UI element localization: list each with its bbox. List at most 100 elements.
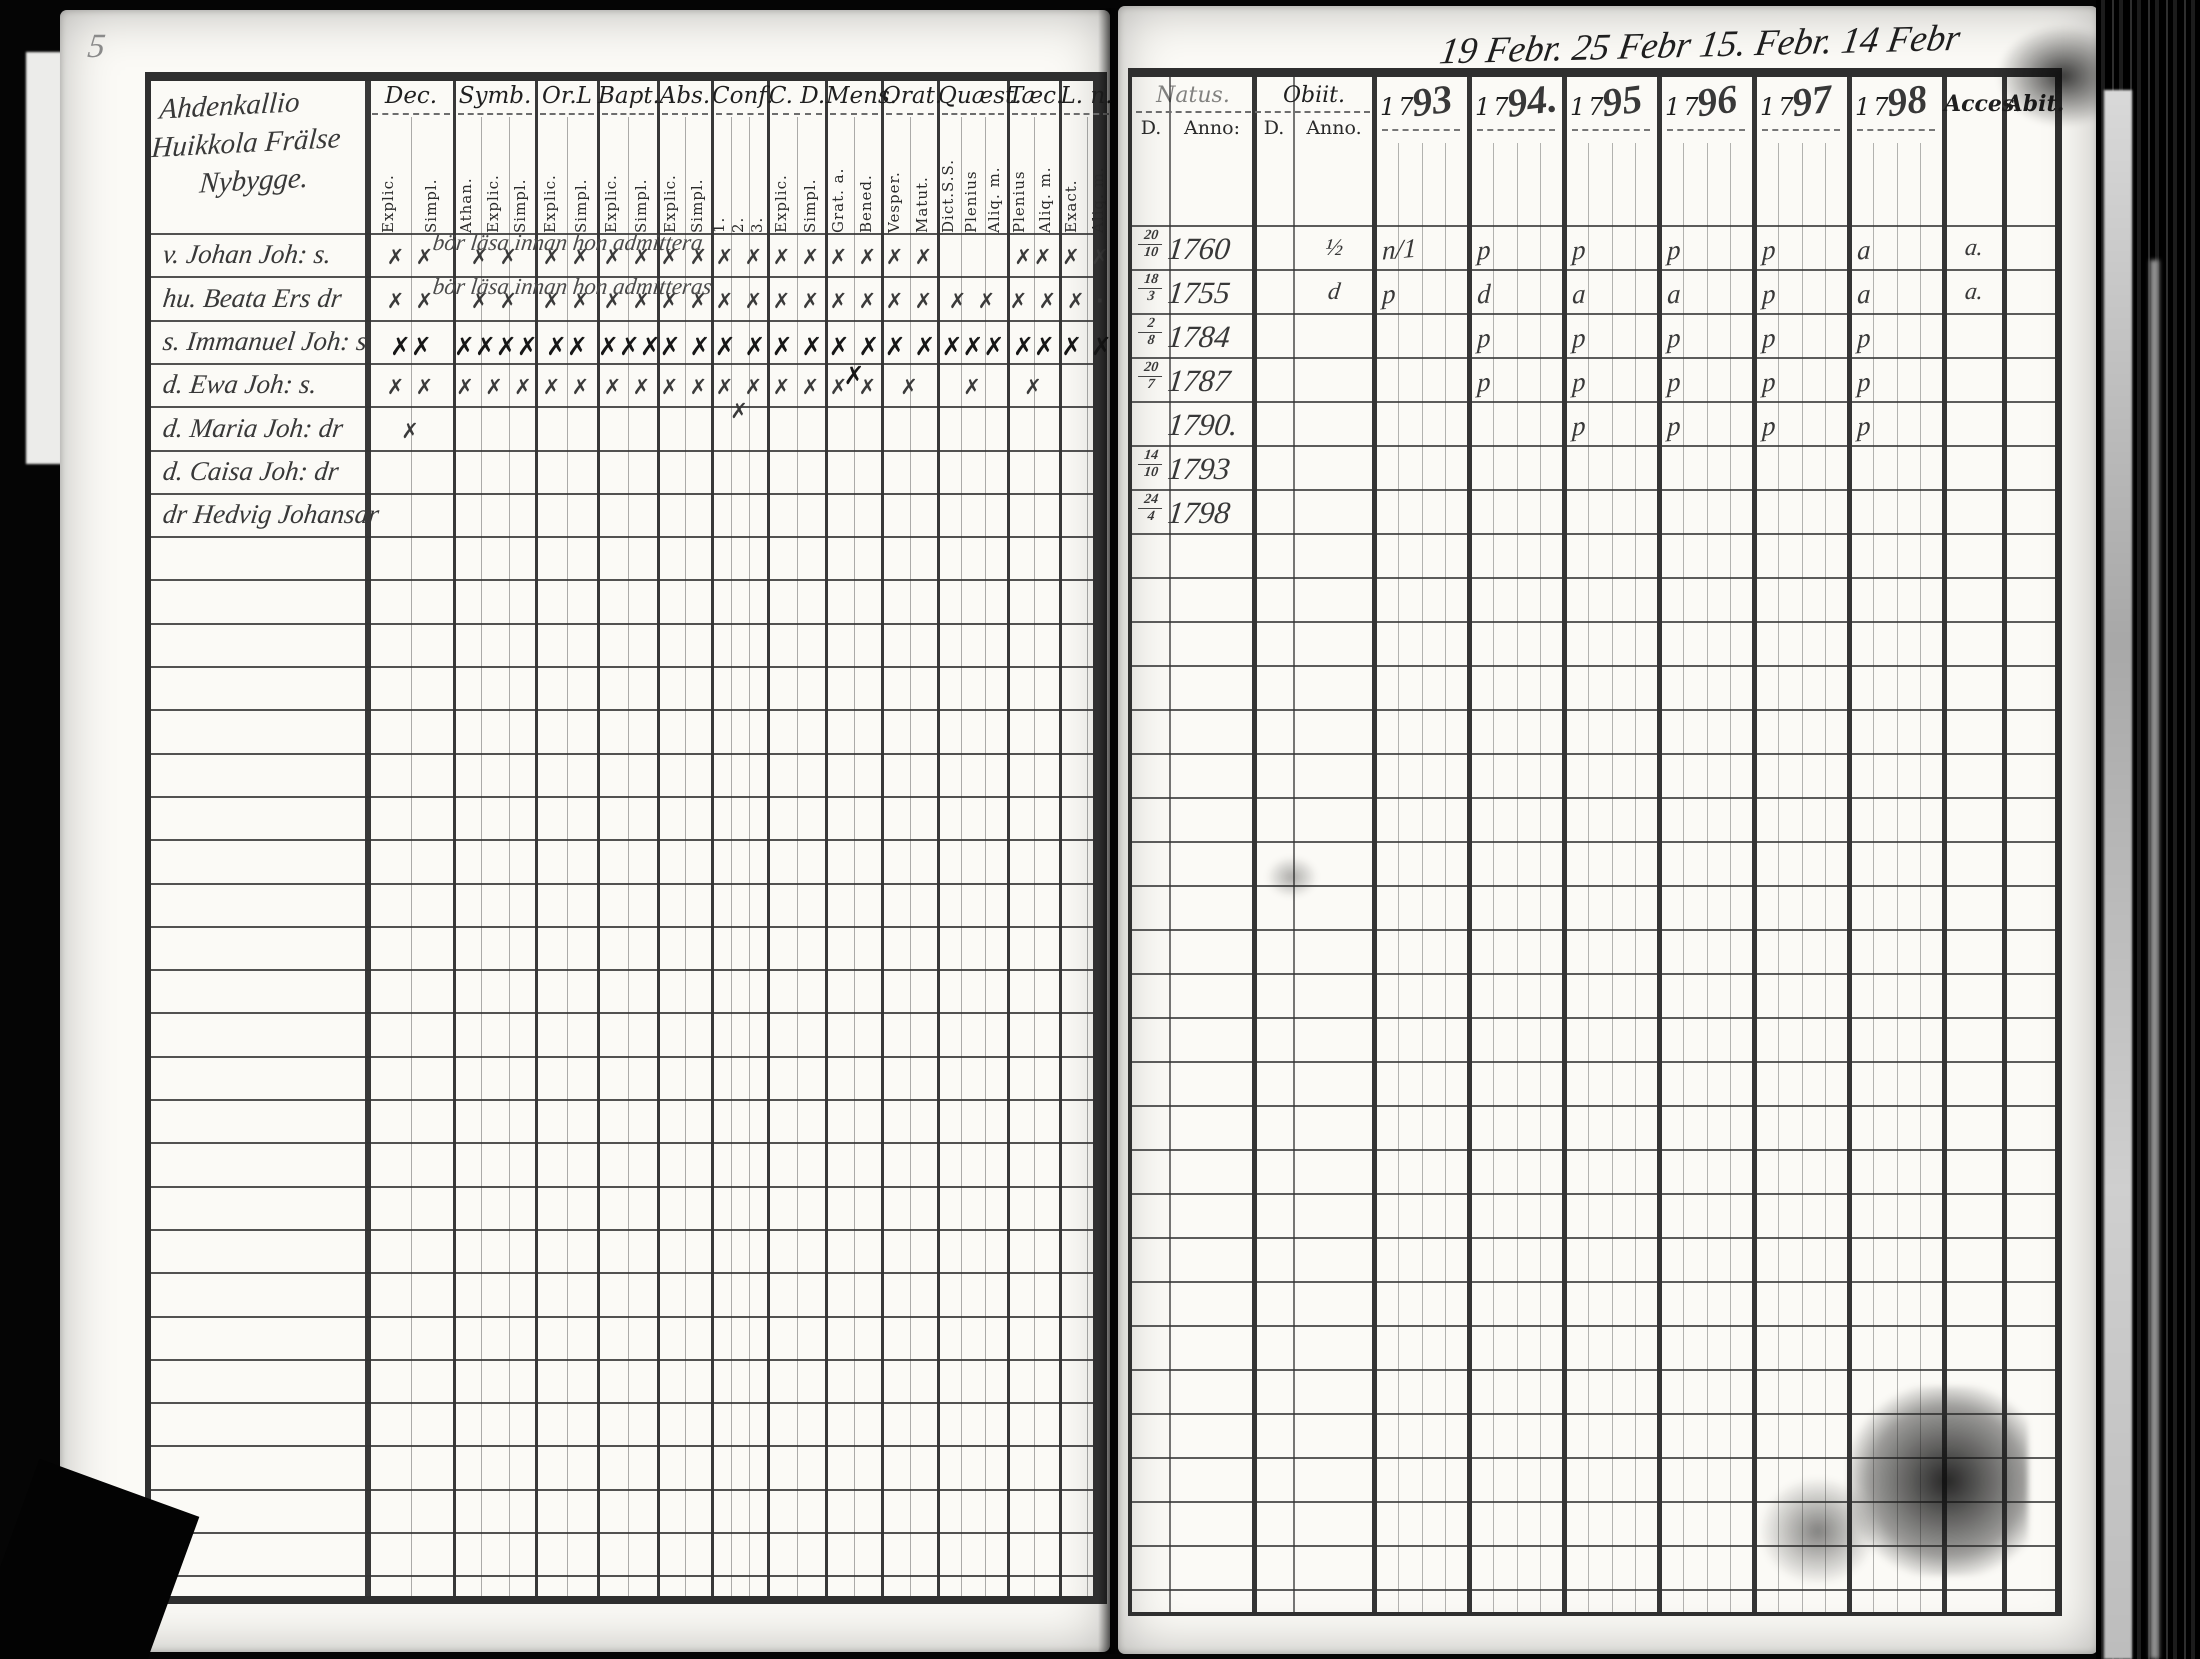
year-mark: p: [1761, 410, 1777, 442]
row-line: [151, 1358, 1093, 1361]
year-mark: p: [1476, 322, 1492, 354]
col-sub-label: Simpl.: [511, 178, 530, 233]
row-line: [1132, 577, 2055, 579]
col-sub-label: Matut.: [913, 176, 931, 233]
subcolumn-divider: [1540, 143, 1542, 1612]
col-sub-label: Simpl.: [632, 178, 650, 233]
column-divider: [1657, 77, 1662, 1612]
mark-cell: ✗: [900, 375, 920, 400]
column-divider: [1007, 81, 1010, 1596]
row-line: [151, 449, 1093, 452]
col-sub-label: Explic.: [378, 174, 397, 233]
mark-cell: ✗ ✗: [542, 245, 592, 270]
subcolumn-divider: [797, 117, 798, 1596]
column-divider: [2002, 77, 2007, 1612]
row-line: [151, 1402, 1093, 1405]
row-line: [151, 1575, 1093, 1578]
header-underline: [1136, 111, 1370, 113]
natus-year: 1760: [1165, 231, 1233, 266]
row-line: [1132, 1149, 2055, 1151]
col-sub-label: Explic.: [771, 174, 790, 233]
row-line: [151, 1532, 1093, 1534]
row-line: [1132, 1325, 2055, 1327]
row-name: hu. Beata Ers dr: [161, 282, 344, 313]
row-line: [1132, 1369, 2055, 1371]
right-table: Natus. Obiit. D. Anno: D. Anno. 17 93 17 94. 17 95 1…: [1128, 68, 2064, 1616]
subcolumn-divider: [1397, 143, 1399, 1612]
row-line: [151, 1185, 1093, 1188]
natus-day: 20 10: [1134, 228, 1168, 261]
col-header: Conf.: [712, 83, 774, 109]
mark-cell: ✗ ✗: [829, 375, 879, 400]
row-line: [1132, 269, 2055, 271]
d-anno-label: Anno:: [1183, 117, 1241, 139]
right-edge-band: [2104, 90, 2132, 1659]
mark-cell: ✗✗✗✗: [454, 331, 538, 361]
row-line: [151, 1315, 1093, 1318]
mark-cell: ✗ ✗: [542, 288, 592, 313]
year-mark: p: [1571, 234, 1587, 266]
row-note: bör läsa innan hon admitteras: [431, 273, 714, 299]
left-page: 5 Ahdenkallio Huikkola Frälse Nybygge. D…: [0, 10, 1113, 1659]
year-mark: p: [1666, 234, 1682, 266]
col-sub-label: Explic.: [484, 174, 502, 233]
natus-day-num: 4: [1146, 509, 1156, 524]
mark-cell: ✗ ✗: [386, 288, 436, 313]
header-underline: [662, 113, 708, 115]
mark-cell: ✗ ·: [1067, 288, 1106, 313]
natus-day-num: 24: [1137, 492, 1165, 509]
dates-note: 19 Febr. 25 Febr 15. Febr. 14 Febr: [1437, 17, 1964, 73]
ink-blot: [1848, 1386, 2028, 1576]
column-divider: [1169, 77, 1171, 1612]
row-line: [1132, 357, 2055, 359]
year-mark: p: [1666, 322, 1682, 354]
col-sub-label: Explic.: [660, 174, 679, 233]
year-script: 98: [1884, 75, 1930, 126]
mark-cell: ✗ ✗: [714, 331, 766, 361]
year-mark: p: [1571, 366, 1587, 398]
mark-cell: ✗ ✗: [470, 245, 520, 270]
mark-cell: ✗ ✗: [715, 288, 765, 313]
header-underline: [1477, 129, 1555, 131]
natus-year: 1755: [1165, 275, 1233, 310]
mark-cell: ✗ ✗: [772, 245, 822, 270]
natus-day: 18 3: [1134, 272, 1168, 305]
year-mark: n/1: [1381, 232, 1418, 266]
col-sub-label: Bened.: [857, 174, 875, 233]
row-line: [151, 362, 1093, 365]
row-line: [1132, 1281, 2055, 1283]
subcolumn-divider: [567, 117, 568, 1596]
row-line: [151, 666, 1093, 668]
row-line: [151, 839, 1093, 842]
header-underline: [602, 113, 654, 115]
obiit-header: Obiit.: [1282, 83, 1346, 108]
natus-day-num: 2: [1137, 316, 1165, 333]
row-line: [1132, 1413, 2055, 1415]
column-divider: [825, 81, 828, 1596]
subcolumn-divider: [1706, 143, 1708, 1612]
acces-mark: a.: [1963, 279, 1985, 305]
natus-header: Natus.: [1156, 83, 1230, 108]
row-line: [1132, 1105, 2055, 1107]
header-underline: [886, 113, 934, 115]
subcolumn-divider: [411, 117, 412, 1596]
col-sub-label: 1.: [710, 216, 729, 233]
d-anno-label: D.: [1263, 117, 1285, 139]
subcolumn-divider: [508, 117, 510, 1596]
year-script: 93: [1409, 75, 1455, 126]
header-underline: [716, 113, 764, 115]
column-divider: [1467, 77, 1472, 1612]
column-divider: [1942, 77, 1947, 1612]
col-sub-label: Dict.S.S.: [938, 158, 957, 233]
col-header: Dec.: [384, 83, 438, 109]
mark-cell: ✗ ✗: [772, 288, 822, 313]
col-sub-label: 3.: [747, 216, 766, 233]
year-mark: p: [1761, 366, 1777, 398]
natus-day: 14 10: [1134, 448, 1168, 481]
subcolumn-divider: [1445, 143, 1447, 1612]
page-label: 5: [85, 28, 108, 65]
header-underline: [1572, 129, 1650, 131]
mark-cell: ✗ ✗: [771, 331, 823, 361]
row-line: [1132, 313, 2055, 315]
year-mark: p: [1666, 410, 1682, 442]
